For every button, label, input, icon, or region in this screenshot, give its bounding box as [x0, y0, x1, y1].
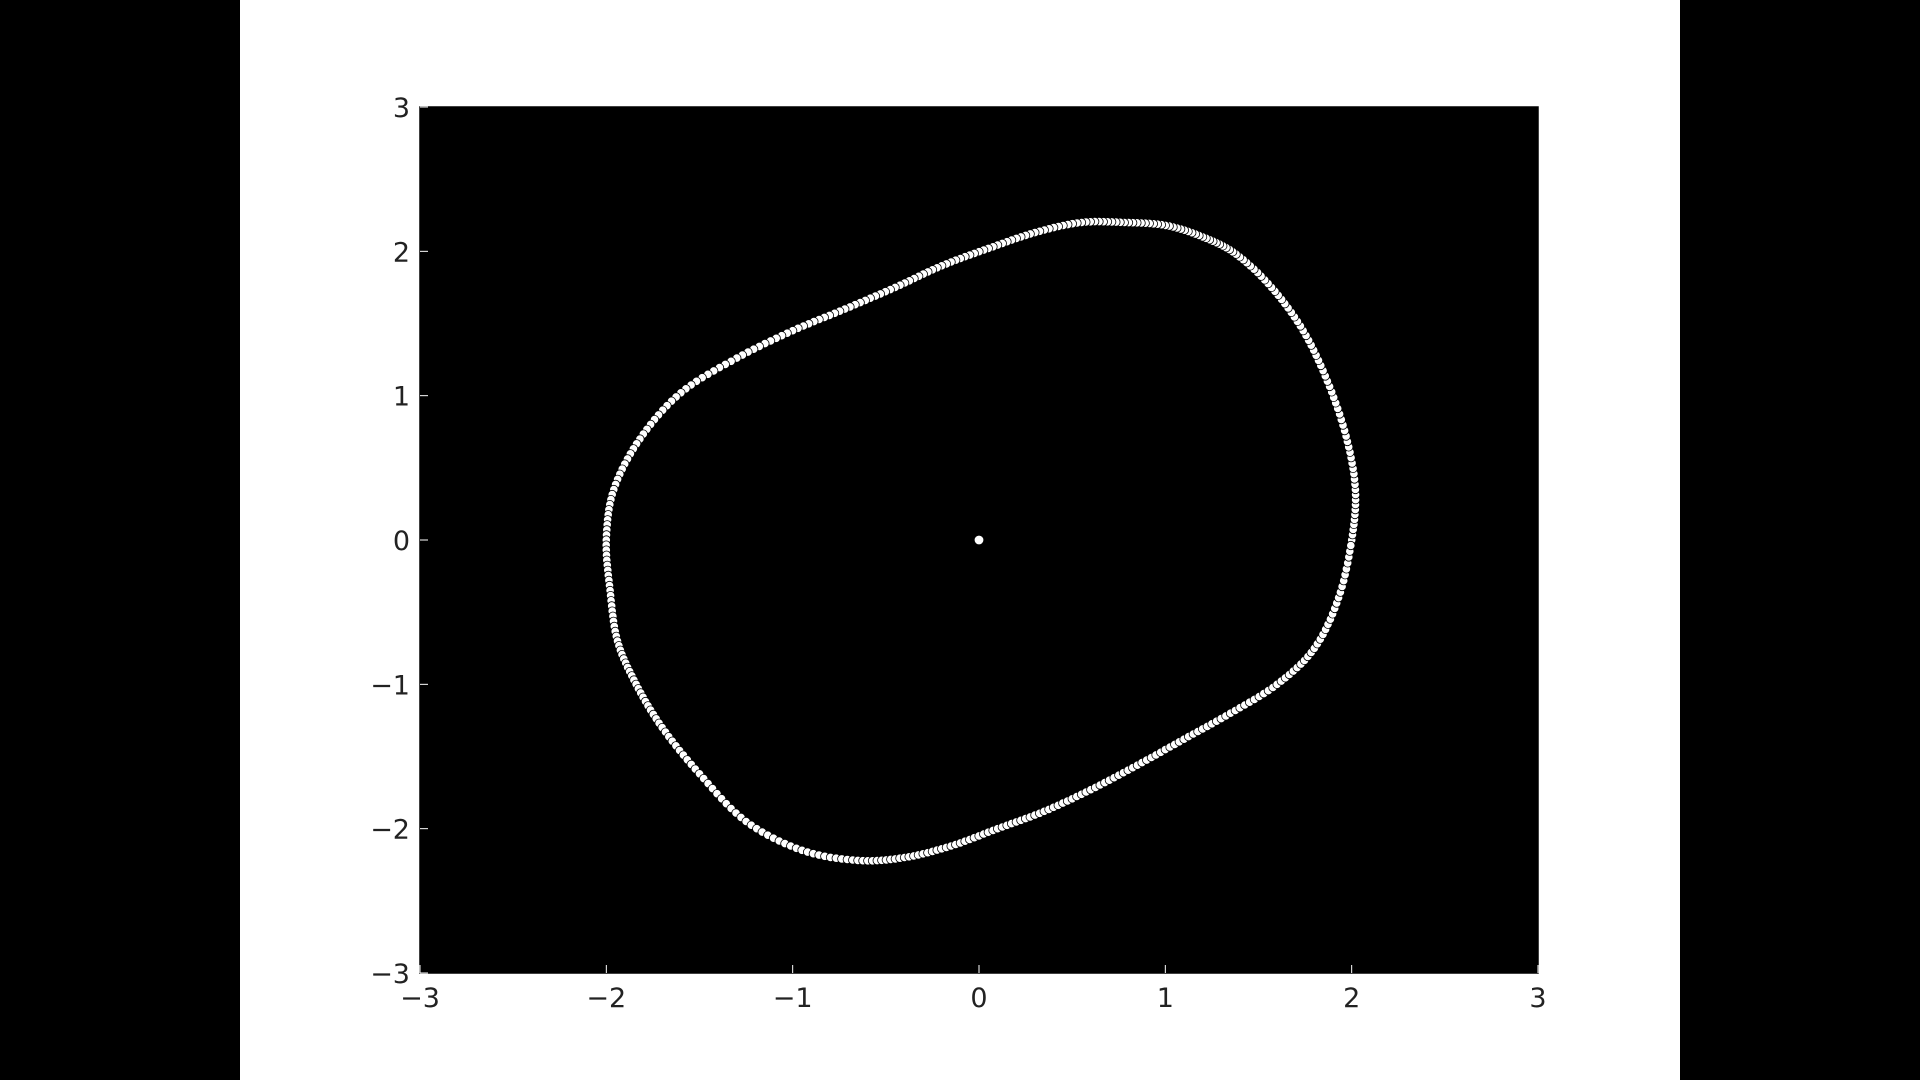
letterbox-left [0, 0, 240, 1080]
x-tick-label: −1 [773, 983, 813, 1014]
x-tick-label: 2 [1343, 983, 1360, 1014]
y-tick-label: 2 [393, 237, 410, 268]
y-tick-label: −1 [370, 670, 410, 701]
x-tick-label: 0 [970, 983, 987, 1014]
center-point-layer [973, 534, 985, 546]
y-tick-label: 0 [393, 526, 410, 557]
x-tick-label: 3 [1529, 983, 1546, 1014]
y-tick-label: 3 [393, 93, 410, 124]
x-tick-label: 1 [1157, 983, 1174, 1014]
scatter-point [1346, 540, 1356, 551]
y-tick-label: −3 [370, 959, 410, 990]
x-tick-label: −2 [586, 983, 626, 1014]
y-tick-label: 1 [393, 382, 410, 413]
letterbox-right [1680, 0, 1920, 1080]
scatter-points [601, 217, 1361, 866]
x-axis-ticks: −3 −2 −1 0 1 2 3 [400, 965, 1547, 1014]
x-tick-label: −3 [400, 983, 440, 1014]
center-point [973, 534, 985, 546]
y-axis-ticks: −3 −2 −1 0 1 2 3 [370, 93, 428, 990]
y-tick-label: −2 [370, 815, 410, 846]
